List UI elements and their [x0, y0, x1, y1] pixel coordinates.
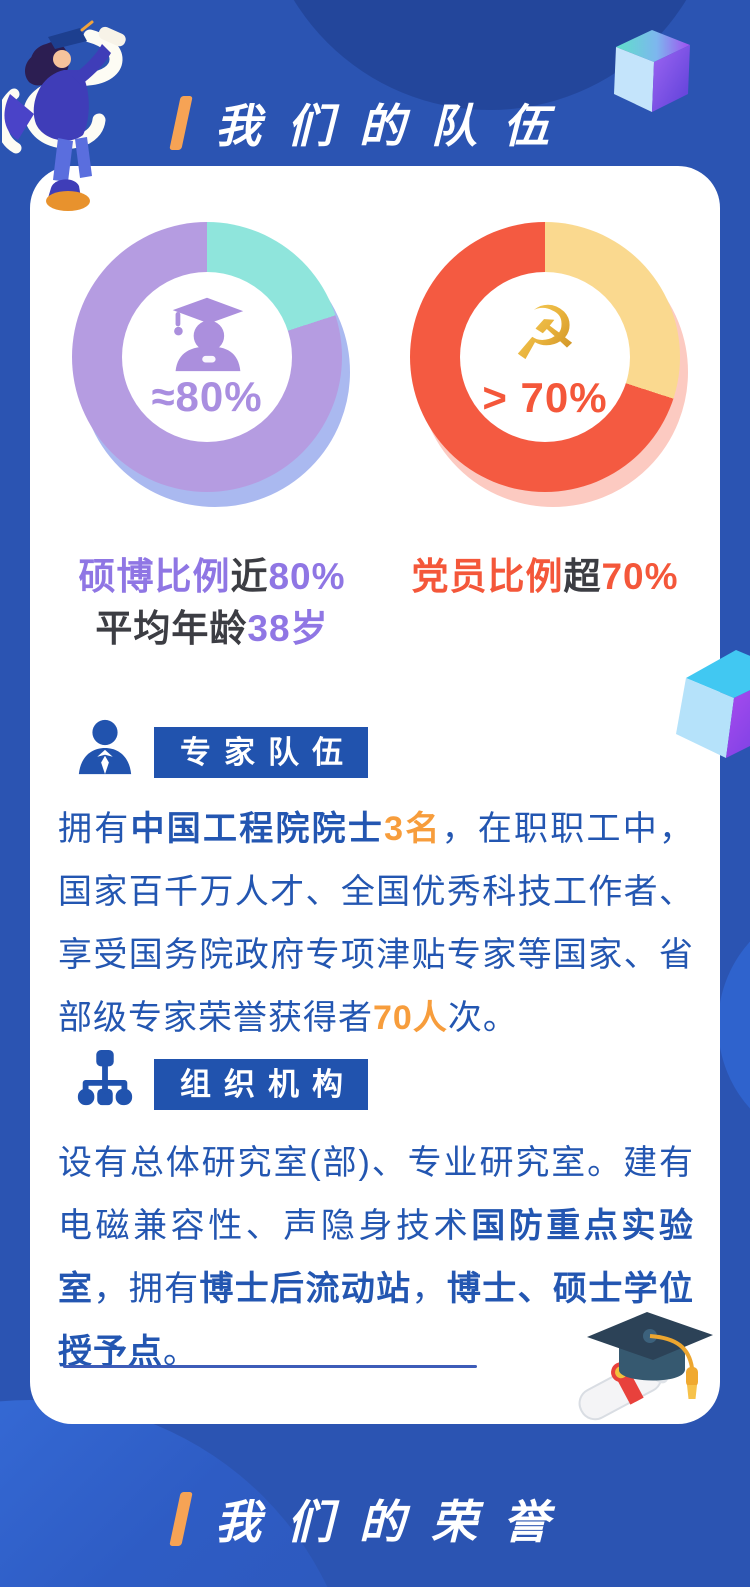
section-header-organization: 组织机构	[74, 1048, 368, 1110]
graduate-woman-illustration	[2, 20, 126, 211]
experts-paragraph: 拥有中国工程院院士3名，在职职工中，国家百千万人才、全国优秀科技工作者、享受国务…	[58, 810, 695, 1037]
cube-decoration-top-icon	[614, 30, 690, 112]
party-emblem-icon: ☭	[512, 292, 579, 374]
section-header-experts: 专家队伍	[74, 716, 368, 778]
party-caption: 党员比例超70%	[411, 556, 679, 597]
footer-title-text: 我们的荣誉	[215, 1496, 575, 1548]
graduation-cap-illustration	[578, 1312, 713, 1421]
education-donut-center: ≈80%	[122, 272, 292, 442]
section-label-organization: 组织机构	[154, 1059, 368, 1110]
org-chart-icon	[77, 1049, 133, 1106]
education-donut-chart: ≈80%	[72, 222, 350, 507]
party-percent-label: > 70%	[482, 374, 608, 421]
background-circle-right	[718, 900, 750, 1150]
svg-text:☭: ☭	[512, 292, 579, 374]
divider-line	[63, 1365, 477, 1368]
party-donut-center: ☭ > 70%	[460, 272, 630, 442]
education-caption-line1: 硕博比例近80%	[78, 556, 346, 597]
education-caption-line2: 平均年龄38岁	[95, 608, 329, 649]
content-card: ≈80% ☭ > 70% 硕博比例近80% 平均年龄38岁	[30, 166, 720, 1424]
organization-paragraph: 设有总体研究室(部)、专业研究室。建有电磁兼容性、声隐身技术国防重点实验室，拥有…	[58, 1144, 695, 1371]
party-donut-chart: ☭ > 70%	[410, 222, 688, 507]
education-percent-label: ≈80%	[151, 373, 263, 420]
title-accent-bar	[169, 96, 193, 150]
graduate-icon	[172, 297, 244, 372]
page-title: 我们的队伍	[0, 90, 750, 156]
expert-person-icon	[78, 719, 132, 775]
section-label-experts: 专家队伍	[154, 727, 368, 778]
footer-title: 我们的荣誉	[0, 1486, 750, 1552]
page-title-text: 我们的队伍	[215, 100, 575, 152]
footer-title-accent-bar	[169, 1492, 193, 1546]
cube-decoration-side-icon	[676, 650, 750, 758]
